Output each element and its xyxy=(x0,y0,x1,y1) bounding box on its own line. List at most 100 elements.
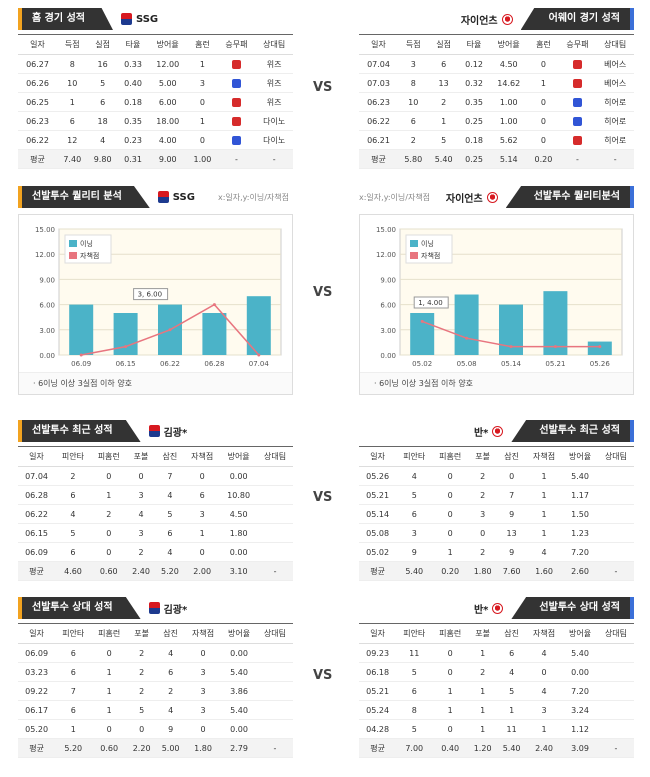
y-tick-label: 12.00 xyxy=(376,251,396,259)
table-cell: 06.22 xyxy=(359,111,399,131)
table-cell: 3 xyxy=(468,504,498,524)
table-row: 06.23 6 18 0.35 18.00 1 다이노 xyxy=(18,111,293,131)
table-cell: 5.40 xyxy=(221,700,257,720)
team-label: SSG xyxy=(120,13,159,25)
column-header: 방어율 xyxy=(221,623,257,644)
table-cell: 6 xyxy=(55,485,91,505)
x-tick-label: 06.22 xyxy=(160,360,180,368)
team-label: 자이언츠 xyxy=(461,12,513,27)
table-cell: 6 xyxy=(156,662,186,682)
quality-chart-svg: 0.00 3.00 6.00 9.00 12.00 15.00 06.09 06.15 06.2… xyxy=(35,226,282,368)
result-cell xyxy=(558,130,597,150)
table-cell xyxy=(256,662,293,682)
loss-badge-icon xyxy=(572,59,582,69)
table-cell: 05.24 xyxy=(359,700,397,720)
y-tick-label: 0.00 xyxy=(380,352,396,360)
record-table: 일자 득점 실점 타율 방어율 홈런 승무패 상대팀 06.27 8 16 0.33 12.00 1 위즈 0… xyxy=(18,34,293,169)
table-cell: 5.80 xyxy=(398,149,429,169)
table-cell: 1 xyxy=(91,700,128,720)
x-tick-label: 06.28 xyxy=(204,360,224,368)
pitcher-table: 일자 피안타 피홈런 포볼 삼진 자책점 방어율 상대팀 06.09 6 0 2 4 0 0.00 03.23… xyxy=(18,623,293,758)
column-header: 피홈런 xyxy=(90,446,127,467)
team-name: SSG xyxy=(135,13,159,25)
legend-swatch-bar xyxy=(69,240,77,247)
panel-header: 선발투수 퀄리티 분석 SSG x:일자,y:이닝/자책점 xyxy=(18,186,293,208)
table-cell: 1 xyxy=(432,542,469,562)
table-cell: 0 xyxy=(91,643,128,663)
table-cell: 0.00 xyxy=(221,643,257,663)
table-cell: 5.00 xyxy=(156,738,186,758)
table-cell: 3 xyxy=(184,504,221,524)
table-cell: 0 xyxy=(187,130,218,150)
table-cell: 0.18 xyxy=(458,130,490,150)
table-cell: 2 xyxy=(468,485,498,505)
pitcher-name: 반* xyxy=(473,604,489,616)
ssg-logo-icon xyxy=(148,425,160,437)
table-cell: 6 xyxy=(428,54,459,74)
table-cell: 0 xyxy=(432,662,469,682)
table-cell: 06.28 xyxy=(18,485,56,505)
table-cell xyxy=(257,466,293,486)
column-header: 피안타 xyxy=(55,446,91,467)
y-tick-label: 0.00 xyxy=(39,352,55,360)
table-cell: 06.22 xyxy=(18,130,58,150)
bar xyxy=(543,291,568,355)
ssg-logo-icon xyxy=(120,13,132,25)
table-cell: 1.12 xyxy=(562,719,598,739)
pitcher-label: 반* xyxy=(474,424,504,439)
annotation-label: 1, 4.00 xyxy=(418,299,443,307)
table-cell: 7 xyxy=(497,485,527,505)
table-cell: 06.27 xyxy=(18,54,58,74)
ssg-logo-icon xyxy=(148,602,160,614)
axis-note: x:일자,y:이닝/자책점 xyxy=(217,192,289,202)
pitcher-name: 김광* xyxy=(163,427,188,439)
table-cell xyxy=(256,643,293,663)
table-cell: 10 xyxy=(398,92,429,112)
record-table: 일자 득점 실점 타율 방어율 홈런 승무패 상대팀 07.04 3 6 0.12 4.50 0 베어스 07… xyxy=(359,34,634,169)
table-cell: 3.86 xyxy=(221,681,257,701)
giants-logo-icon xyxy=(492,602,504,614)
table-cell: 07.03 xyxy=(359,73,399,93)
table-cell: - xyxy=(597,738,634,758)
annotation-box xyxy=(413,296,449,309)
panel-header: 선발투수 최근 성적 김광* xyxy=(18,420,293,442)
column-header: 포볼 xyxy=(468,623,498,644)
chart-footnote: · 6이닝 이상 3실점 이하 양호 xyxy=(360,372,633,394)
column-header: 삼진 xyxy=(497,623,527,644)
panel-title: 선발투수 퀄리티 분석 xyxy=(18,186,150,208)
table-cell: 0 xyxy=(432,643,469,663)
table-cell: 0.40 xyxy=(117,73,149,93)
bar xyxy=(587,341,612,355)
table-cell: 2 xyxy=(90,504,127,524)
table-cell: 05.08 xyxy=(359,523,397,543)
table-cell: 1 xyxy=(526,719,563,739)
result-cell xyxy=(558,92,597,112)
column-header: 피안타 xyxy=(396,446,433,467)
column-header: 상대팀 xyxy=(257,446,293,467)
panel-title: 선발투수 최근 성적 xyxy=(18,420,141,442)
table-row: 06.15 5 0 3 6 1 1.80 xyxy=(18,523,293,543)
vs-label: VS xyxy=(313,80,333,95)
legend-label: 자책점 xyxy=(80,251,99,260)
table-cell: 05.21 xyxy=(359,681,397,701)
table-cell: 0 xyxy=(497,466,527,486)
x-tick-label: 05.08 xyxy=(457,360,477,368)
table-cell: 05.02 xyxy=(359,542,397,562)
table-cell: 13 xyxy=(428,73,459,93)
table-cell: 2.40 xyxy=(126,561,156,581)
table-cell: 1 xyxy=(432,700,469,720)
table-cell: 히어로 xyxy=(596,130,634,150)
column-header: 피홈런 xyxy=(432,623,469,644)
table-cell xyxy=(597,485,634,505)
table-cell: 11 xyxy=(497,719,527,739)
table-cell: 18.00 xyxy=(148,111,188,131)
panel-title: 선발투수 최근 성적 xyxy=(511,420,634,442)
table-cell: 5 xyxy=(55,523,91,543)
table-cell: 3.10 xyxy=(220,561,258,581)
table-cell: 5.62 xyxy=(489,130,529,150)
table-cell: 6.00 xyxy=(148,92,188,112)
table-row: 07.04 2 0 0 7 0 0.00 xyxy=(18,466,293,486)
table-cell: 0 xyxy=(432,504,469,524)
table-row: 05.26 4 0 2 0 1 5.40 xyxy=(359,466,634,486)
table-row: 06.18 5 0 2 4 0 0.00 xyxy=(359,662,634,682)
